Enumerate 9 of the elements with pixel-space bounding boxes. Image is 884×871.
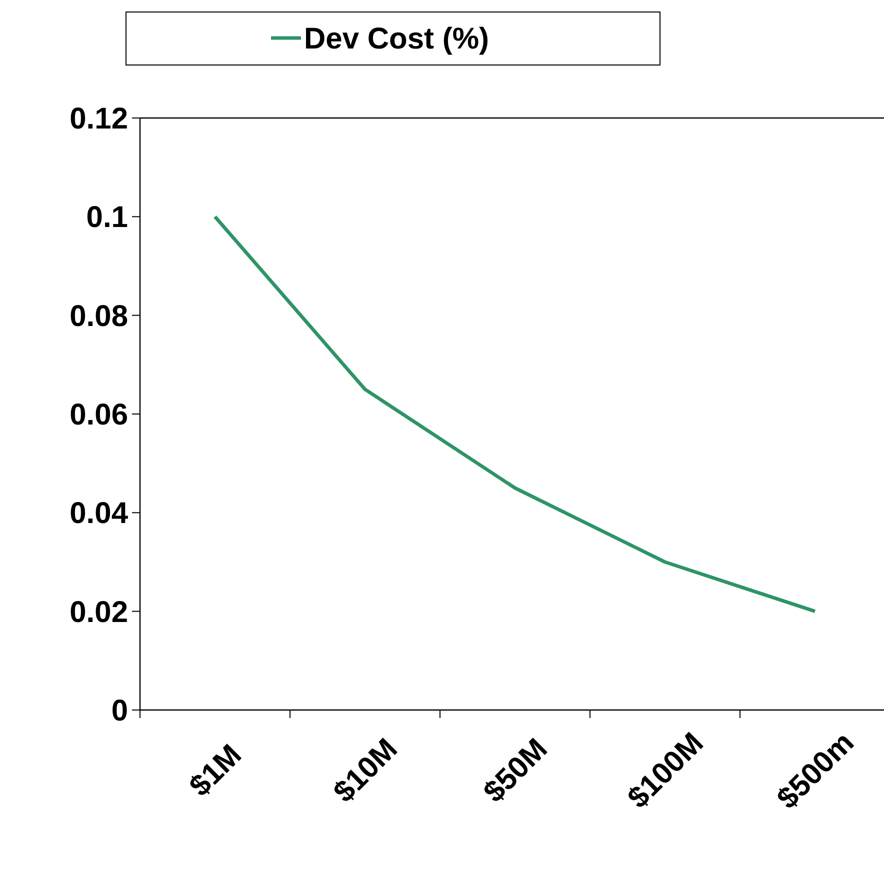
y-tick-label: 0.08 [70, 300, 128, 333]
y-tick-label: 0.02 [70, 596, 128, 629]
line-series [213, 214, 817, 614]
y-tick-label: 0.04 [70, 497, 128, 530]
legend-label: Dev Cost (%) [304, 22, 490, 56]
y-tick-label: 0.1 [86, 201, 128, 234]
y-tick-label: 0.12 [70, 102, 128, 136]
y-tick-label: 0.06 [70, 398, 128, 432]
y-tick-label: 0 [111, 694, 128, 728]
